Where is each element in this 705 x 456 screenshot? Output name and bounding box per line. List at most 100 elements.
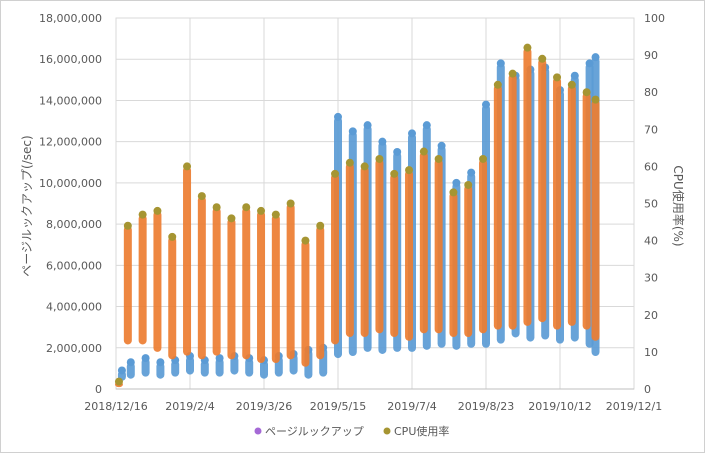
data-point: [227, 218, 236, 360]
data-point: [168, 236, 177, 360]
data-point: [242, 207, 251, 360]
data-point-peak: [437, 141, 446, 150]
data-point: [419, 151, 428, 334]
data-point: [464, 184, 473, 338]
data-point-peak: [378, 137, 387, 146]
data-point: [186, 356, 194, 375]
data-point-peak: [479, 154, 488, 163]
data-point-peak: [405, 166, 414, 175]
data-point-peak: [508, 69, 517, 78]
data-point-peak: [242, 203, 251, 212]
data-point: [360, 166, 369, 338]
data-point-peak: [464, 180, 473, 189]
data-point: [479, 158, 488, 334]
data-point-peak: [138, 210, 147, 219]
data-point-peak: [114, 377, 123, 386]
data-point-peak: [449, 188, 458, 197]
axes: 0 2,000,000 4,000,000 6,000,000 8,000,000 10,…: [39, 12, 665, 413]
data-point-peak: [393, 147, 402, 156]
y-tick-label: 14,000,000: [39, 94, 102, 107]
data-point: [591, 99, 600, 341]
data-point-peak: [227, 214, 236, 223]
data-point-peak: [156, 358, 165, 367]
data-point-peak: [422, 121, 431, 130]
data-point: [345, 162, 354, 338]
data-point-peak: [257, 206, 266, 215]
y2-tick-label: 50: [644, 198, 658, 211]
data-point-peak: [408, 129, 416, 138]
data-point-peak: [538, 54, 547, 63]
data-point: [390, 173, 399, 338]
x-tick-label: 2019/12/1: [606, 400, 662, 413]
data-point-peak: [363, 121, 372, 130]
data-point: [523, 47, 532, 326]
x-tick-label: 2019/8/23: [458, 400, 514, 413]
plot-area: [114, 43, 600, 388]
x-tick-label: 2019/5/15: [310, 400, 366, 413]
data-point: [212, 207, 221, 356]
data-point-peak: [567, 80, 576, 89]
x-tick-label: 2019/3/26: [236, 400, 292, 413]
y-tick-label: 18,000,000: [39, 12, 102, 25]
y-tick-label: 10,000,000: [39, 177, 102, 190]
data-point: [434, 158, 443, 334]
data-point: [331, 173, 340, 345]
y-tick-label: 4,000,000: [46, 301, 102, 314]
x-tick-label: 2019/2/4: [165, 400, 214, 413]
y2-tick-label: 90: [644, 49, 658, 62]
data-point-peak: [316, 221, 325, 230]
legend-label-cpu: CPU使用率: [394, 424, 449, 438]
data-point: [375, 158, 384, 334]
data-point: [582, 92, 591, 330]
data-point: [553, 77, 562, 330]
data-point-peak: [348, 127, 357, 136]
y2-tick-label: 10: [644, 346, 658, 359]
data-point: [405, 170, 414, 341]
x-tick-label: 2019/10/12: [528, 400, 591, 413]
legend-label-page-lookup: ページルックアップ: [265, 425, 364, 438]
data-point-peak: [126, 358, 135, 367]
data-point-peak: [591, 95, 600, 104]
data-point-peak: [345, 158, 354, 167]
data-point: [508, 73, 517, 330]
data-point: [493, 84, 502, 330]
data-point-peak: [467, 168, 476, 177]
data-point: [257, 210, 266, 364]
y2-tick-label: 100: [644, 12, 665, 25]
legend-swatch-page-lookup: [254, 427, 262, 435]
y2-tick-label: 30: [644, 272, 658, 285]
y-tick-label: 12,000,000: [39, 136, 102, 149]
x-tick-label: 2019/7/4: [387, 400, 436, 413]
data-point: [197, 196, 206, 360]
data-point-peak: [215, 354, 224, 363]
data-point: [567, 84, 576, 326]
data-point-peak: [553, 73, 562, 82]
data-point-peak: [523, 43, 532, 52]
y2-tick-label: 80: [644, 86, 658, 99]
legend-swatch-cpu: [383, 427, 391, 435]
data-point-peak: [153, 206, 162, 215]
data-point-peak: [360, 162, 369, 171]
legend: ページルックアップ CPU使用率: [254, 424, 449, 438]
x-tick-label: 2018/12/16: [84, 400, 147, 413]
data-point-peak: [452, 178, 461, 187]
y2-tick-label: 60: [644, 160, 658, 173]
data-point: [260, 360, 268, 379]
data-point-peak: [141, 354, 150, 363]
data-point: [215, 358, 224, 377]
data-point: [138, 214, 147, 345]
data-point: [301, 240, 310, 367]
data-point-peak: [582, 88, 591, 97]
y2-tick-label: 70: [644, 123, 658, 136]
y2-axis-title: CPU使用率(%): [671, 165, 686, 246]
data-point-peak: [197, 192, 206, 201]
data-point-peak: [212, 203, 221, 212]
data-point: [271, 214, 280, 364]
data-point: [126, 362, 135, 379]
data-point: [449, 192, 458, 338]
y-tick-label: 16,000,000: [39, 53, 102, 66]
y-axis-title: ページルックアップ(/sec): [20, 135, 34, 276]
data-point-peak: [496, 59, 505, 68]
y2-tick-label: 20: [644, 309, 658, 322]
